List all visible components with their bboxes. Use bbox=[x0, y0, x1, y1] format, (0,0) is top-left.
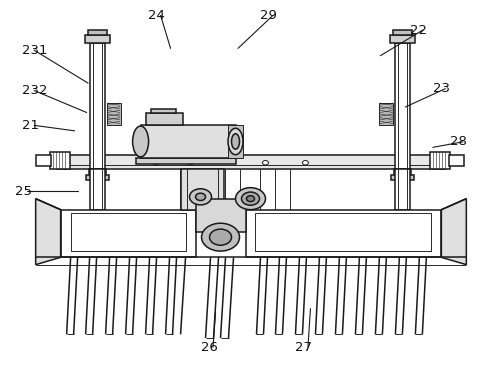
Text: 231: 231 bbox=[22, 44, 47, 57]
Bar bbox=[146, 113, 183, 125]
Text: 27: 27 bbox=[296, 341, 313, 354]
Polygon shape bbox=[245, 210, 441, 257]
Bar bbox=[379, 103, 393, 125]
Bar bbox=[90, 169, 105, 210]
Text: 22: 22 bbox=[410, 24, 427, 36]
Circle shape bbox=[189, 189, 211, 205]
Bar bbox=[58, 155, 445, 169]
Bar bbox=[141, 125, 235, 158]
Text: 24: 24 bbox=[148, 9, 165, 22]
Circle shape bbox=[187, 160, 193, 165]
Circle shape bbox=[195, 193, 205, 201]
Bar bbox=[256, 213, 431, 251]
Text: 26: 26 bbox=[200, 341, 217, 354]
Bar bbox=[395, 43, 410, 169]
Bar bbox=[90, 43, 105, 169]
Bar bbox=[180, 169, 223, 210]
Bar bbox=[430, 152, 450, 169]
Bar bbox=[36, 155, 51, 166]
Bar bbox=[88, 31, 107, 35]
Circle shape bbox=[303, 160, 309, 165]
Circle shape bbox=[246, 196, 255, 202]
Circle shape bbox=[241, 192, 260, 205]
Bar bbox=[391, 175, 414, 180]
Circle shape bbox=[235, 188, 266, 210]
Circle shape bbox=[153, 160, 159, 165]
Bar bbox=[50, 152, 70, 169]
Bar bbox=[89, 169, 106, 176]
Circle shape bbox=[263, 160, 269, 165]
Text: 21: 21 bbox=[22, 119, 39, 132]
Bar bbox=[107, 103, 121, 125]
Bar bbox=[71, 213, 185, 251]
Bar bbox=[394, 169, 411, 176]
Bar bbox=[85, 35, 110, 43]
Ellipse shape bbox=[231, 134, 239, 149]
Bar bbox=[390, 35, 415, 43]
Bar bbox=[136, 158, 235, 164]
Polygon shape bbox=[36, 199, 61, 265]
Text: 29: 29 bbox=[261, 9, 278, 22]
Polygon shape bbox=[441, 199, 466, 265]
Circle shape bbox=[201, 223, 239, 251]
Bar bbox=[151, 109, 175, 113]
Bar bbox=[393, 31, 412, 35]
Ellipse shape bbox=[133, 126, 149, 157]
Bar bbox=[86, 175, 109, 180]
Text: 23: 23 bbox=[433, 82, 450, 95]
Polygon shape bbox=[61, 210, 195, 257]
Bar bbox=[395, 169, 410, 210]
Bar bbox=[449, 155, 464, 166]
Text: 25: 25 bbox=[15, 185, 32, 198]
Bar bbox=[195, 199, 245, 232]
Circle shape bbox=[209, 229, 231, 245]
Bar bbox=[228, 125, 243, 158]
Text: 28: 28 bbox=[450, 135, 467, 148]
Ellipse shape bbox=[228, 128, 243, 155]
Text: 232: 232 bbox=[22, 84, 47, 97]
